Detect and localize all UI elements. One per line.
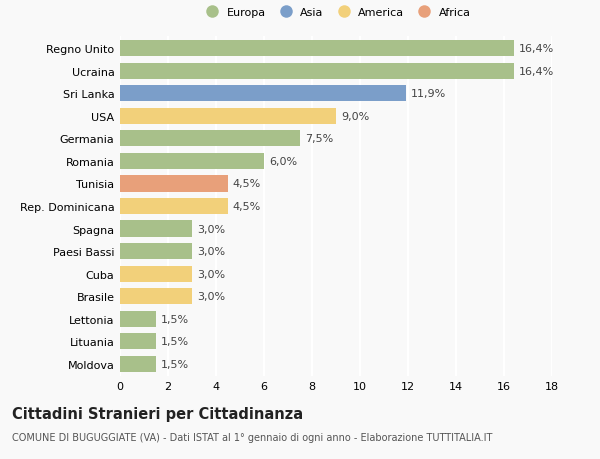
Bar [120, 198, 228, 215]
Bar [120, 266, 192, 282]
Bar [120, 176, 228, 192]
Legend: Europa, Asia, America, Africa: Europa, Asia, America, Africa [197, 3, 475, 22]
Bar [120, 41, 514, 57]
Text: 1,5%: 1,5% [161, 336, 189, 347]
Text: 6,0%: 6,0% [269, 157, 297, 167]
Text: Cittadini Stranieri per Cittadinanza: Cittadini Stranieri per Cittadinanza [12, 406, 303, 421]
Text: 1,5%: 1,5% [161, 359, 189, 369]
Text: 16,4%: 16,4% [518, 44, 554, 54]
Text: 3,0%: 3,0% [197, 224, 225, 234]
Bar [120, 311, 156, 327]
Bar [120, 131, 300, 147]
Text: 4,5%: 4,5% [233, 179, 261, 189]
Text: 3,0%: 3,0% [197, 246, 225, 257]
Text: 9,0%: 9,0% [341, 112, 369, 122]
Text: 3,0%: 3,0% [197, 291, 225, 302]
Text: COMUNE DI BUGUGGIATE (VA) - Dati ISTAT al 1° gennaio di ogni anno - Elaborazione: COMUNE DI BUGUGGIATE (VA) - Dati ISTAT a… [12, 432, 493, 442]
Bar [120, 221, 192, 237]
Bar [120, 108, 336, 125]
Bar [120, 356, 156, 372]
Text: 4,5%: 4,5% [233, 202, 261, 212]
Bar [120, 153, 264, 170]
Text: 16,4%: 16,4% [518, 67, 554, 77]
Text: 7,5%: 7,5% [305, 134, 333, 144]
Text: 11,9%: 11,9% [410, 89, 446, 99]
Text: 3,0%: 3,0% [197, 269, 225, 279]
Bar [120, 63, 514, 80]
Bar [120, 86, 406, 102]
Bar [120, 243, 192, 260]
Bar [120, 288, 192, 305]
Bar [120, 333, 156, 350]
Text: 1,5%: 1,5% [161, 314, 189, 324]
